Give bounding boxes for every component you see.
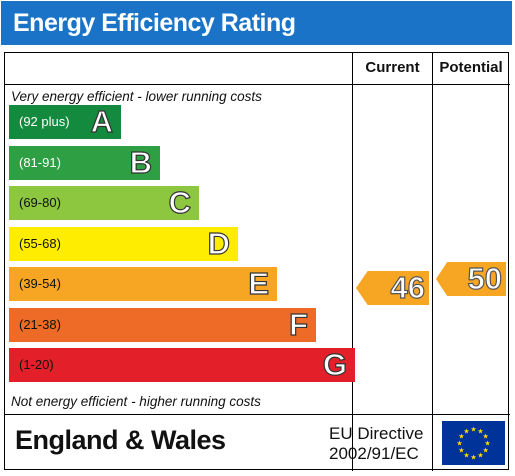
band-letter: D [207,225,231,261]
eu-flag-icon: ★ ★ ★ ★ ★ ★ ★ ★ ★ ★ ★ ★ [442,421,505,465]
eu-directive: EU Directive 2002/91/EC [329,424,423,464]
band-range: (39-54) [19,276,61,291]
header-divider [5,84,510,85]
eu-star-icon: ★ [470,426,476,434]
page-title: Energy Efficiency Rating [13,9,296,37]
eu-star-icon: ★ [463,427,469,435]
band-letter: E [248,265,270,301]
band-range: (55-68) [19,235,61,251]
rating-chart-frame: Current Potential Very energy efficient … [4,52,510,471]
band-a: (92 plus) A [9,103,121,140]
band-f: (21-38) F [9,306,316,342]
band-letter: C [168,184,192,220]
region-label: England & Wales [15,425,226,455]
potential-rating-arrow: 50 [436,262,506,296]
current-rating-arrow: 46 [356,271,429,305]
band-g: (1-20) G [9,346,355,383]
potential-rating-value: 50 [467,261,503,296]
band-letter: B [129,144,153,180]
eu-star-icon: ★ [458,447,464,455]
title-bar: Energy Efficiency Rating [1,1,512,45]
eu-star-icon: ★ [484,440,490,448]
note-inefficient: Not energy efficient - higher running co… [11,394,261,409]
band-range: (92 plus) [19,114,70,129]
band-letter: F [288,306,308,342]
band-range: (21-38) [19,316,61,332]
current-rating-value: 46 [390,270,426,305]
eu-directive-line1: EU Directive [329,424,424,443]
eu-star-icon: ★ [463,452,469,460]
eu-star-icon: ★ [470,454,476,462]
band-b: (81-91) B [9,144,160,180]
eu-star-icon: ★ [477,427,483,435]
column-header-potential: Potential [439,59,503,76]
eu-star-icon: ★ [458,433,464,441]
eu-star-icon: ★ [482,433,488,441]
band-range: (69-80) [19,195,61,210]
column-header-current: Current [365,59,420,76]
band-range: (1-20) [19,357,54,372]
column-divider-potential [432,53,433,471]
eu-directive-line2: 2002/91/EC [329,444,419,463]
band-e: (39-54) E [9,265,277,302]
band-letter: G [322,346,347,382]
note-efficient: Very energy efficient - lower running co… [11,89,262,104]
band-c: (69-80) C [9,184,199,221]
band-letter: A [90,103,114,139]
footer-divider [5,414,510,415]
column-divider-current [352,53,353,471]
band-d: (55-68) D [9,225,238,261]
eu-star-icon: ★ [482,447,488,455]
eu-star-icon: ★ [477,452,483,460]
eu-star-icon: ★ [456,440,462,448]
band-range: (81-91) [19,154,61,170]
